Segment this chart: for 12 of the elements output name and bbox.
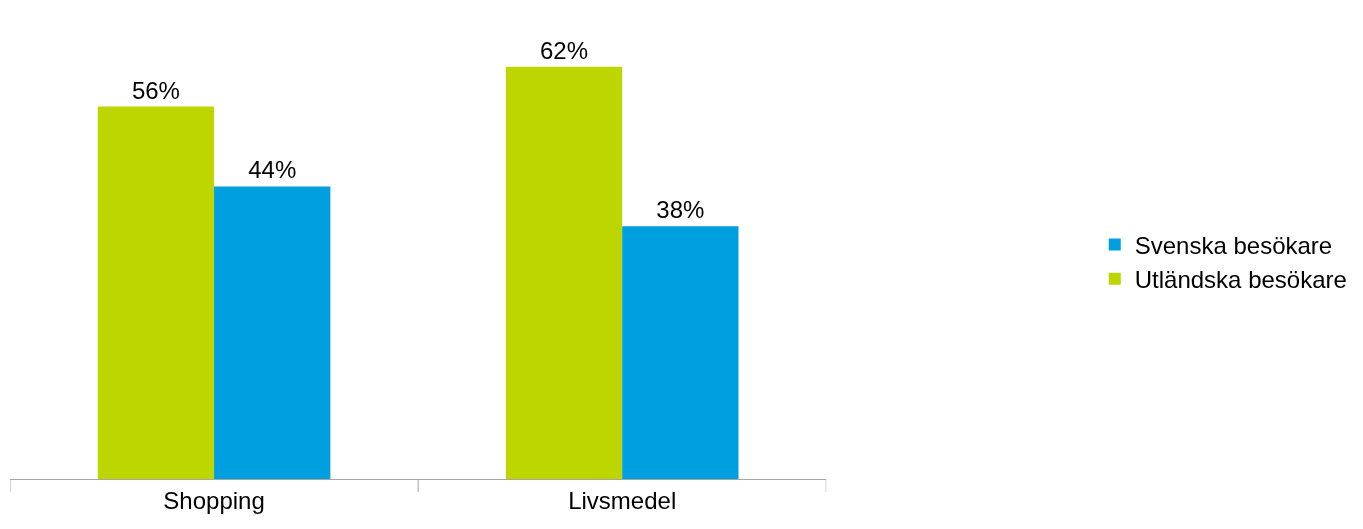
data-label: 62% — [540, 36, 589, 64]
x-tick-label: Shopping — [163, 486, 265, 514]
legend-label: Svenska besökare — [1134, 231, 1333, 259]
x-tick-label: Livsmedel — [568, 486, 677, 514]
bar — [214, 186, 331, 479]
legend-label: Utländska besökare — [1134, 266, 1347, 294]
bar — [505, 66, 623, 479]
bar — [97, 106, 215, 479]
data-label: 44% — [248, 156, 297, 184]
bar — [622, 226, 739, 479]
data-label: 38% — [656, 196, 705, 224]
data-label: 56% — [131, 76, 180, 104]
